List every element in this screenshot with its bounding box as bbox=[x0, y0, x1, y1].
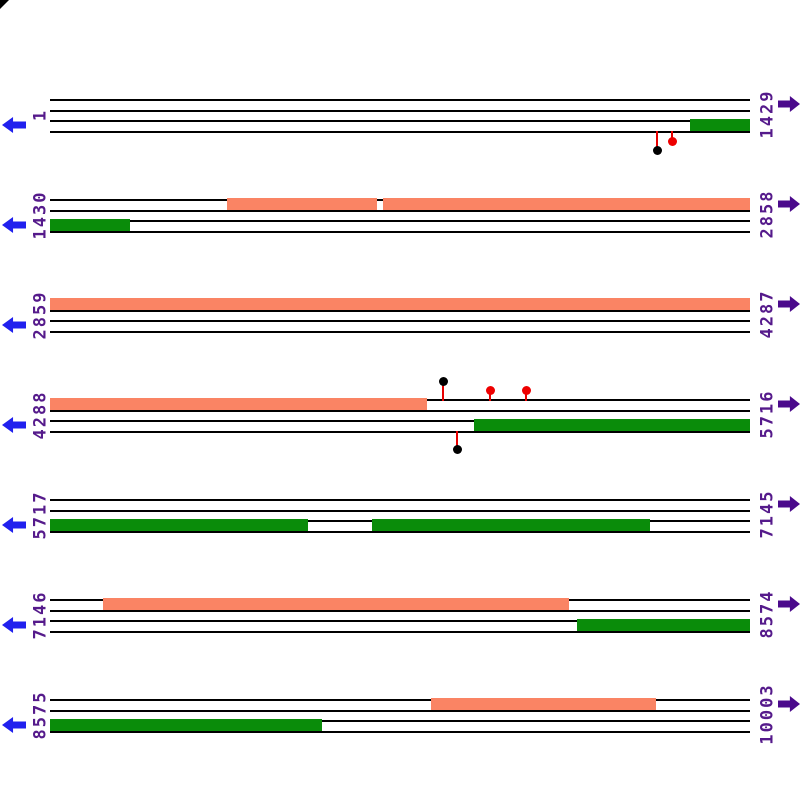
track-line bbox=[50, 230, 750, 233]
track-line bbox=[50, 109, 750, 112]
track-line bbox=[50, 409, 750, 412]
marker-stem bbox=[525, 390, 527, 401]
marker-stem bbox=[671, 131, 673, 141]
next-arrow-icon[interactable] bbox=[778, 296, 800, 312]
prev-arrow-icon[interactable] bbox=[2, 117, 26, 133]
next-arrow-icon[interactable] bbox=[778, 696, 800, 712]
next-arrow-icon[interactable] bbox=[778, 96, 800, 112]
track-line bbox=[50, 99, 750, 101]
segment-bar-orange bbox=[227, 198, 377, 210]
row-end-coordinate: 5716 bbox=[757, 389, 778, 439]
track-line bbox=[50, 720, 750, 722]
segment-bar-orange bbox=[50, 398, 427, 410]
marker-stem bbox=[489, 390, 491, 401]
track-line bbox=[50, 609, 750, 612]
track-line bbox=[50, 220, 750, 222]
row-start-coordinate: 2859 bbox=[30, 290, 51, 340]
row-end-coordinate: 2858 bbox=[757, 189, 778, 239]
marker-stem bbox=[456, 431, 458, 449]
track-line bbox=[50, 630, 750, 633]
marker-dot-black bbox=[452, 444, 462, 454]
segment-bar-orange bbox=[431, 698, 656, 710]
row-end-coordinate: 10003 bbox=[757, 683, 778, 745]
marker-dot-black bbox=[652, 145, 662, 155]
next-arrow-icon[interactable] bbox=[778, 496, 800, 512]
segment-bar-green bbox=[577, 619, 750, 631]
segment-bar-green bbox=[50, 219, 130, 231]
marker-stem bbox=[442, 381, 444, 401]
segment-bar-green bbox=[690, 119, 750, 131]
prev-arrow-icon[interactable] bbox=[2, 517, 26, 533]
row-start-coordinate: 1 bbox=[30, 108, 51, 122]
row-start-coordinate: 7146 bbox=[30, 590, 51, 640]
row-end-coordinate: 1429 bbox=[757, 89, 778, 139]
track-line bbox=[50, 620, 750, 622]
row-end-coordinate: 7145 bbox=[757, 489, 778, 539]
row-start-coordinate: 5717 bbox=[30, 490, 51, 540]
prev-arrow-icon[interactable] bbox=[2, 717, 26, 733]
next-arrow-icon[interactable] bbox=[778, 596, 800, 612]
track-line bbox=[50, 330, 750, 333]
row-end-coordinate: 4287 bbox=[757, 289, 778, 339]
track-line bbox=[50, 509, 750, 512]
next-arrow-icon[interactable] bbox=[778, 396, 800, 412]
prev-arrow-icon[interactable] bbox=[2, 617, 26, 633]
track-line bbox=[50, 530, 750, 533]
segment-bar-green bbox=[50, 519, 308, 531]
segment-bar-orange bbox=[383, 198, 750, 210]
corner-artifact bbox=[0, 0, 9, 9]
track-line bbox=[50, 430, 750, 433]
segment-bar-orange bbox=[50, 298, 750, 310]
track-line bbox=[50, 130, 750, 133]
track-line bbox=[50, 420, 750, 422]
track-line bbox=[50, 209, 750, 212]
marker-dot-red bbox=[485, 385, 495, 395]
track-line bbox=[50, 499, 750, 501]
marker-stem bbox=[656, 131, 658, 150]
prev-arrow-icon[interactable] bbox=[2, 417, 26, 433]
track-line bbox=[50, 309, 750, 312]
prev-arrow-icon[interactable] bbox=[2, 317, 26, 333]
track-line bbox=[50, 709, 750, 712]
row-start-coordinate: 4288 bbox=[30, 390, 51, 440]
track-line bbox=[50, 320, 750, 322]
track-line bbox=[50, 699, 750, 701]
segment-bar-orange bbox=[103, 598, 569, 610]
marker-dot-red bbox=[667, 136, 677, 146]
row-end-coordinate: 8574 bbox=[757, 589, 778, 639]
marker-dot-black bbox=[438, 376, 448, 386]
next-arrow-icon[interactable] bbox=[778, 196, 800, 212]
segment-bar-green bbox=[50, 719, 322, 731]
segment-bar-green bbox=[474, 419, 750, 431]
row-start-coordinate: 1430 bbox=[30, 190, 51, 240]
segment-bar-green bbox=[372, 519, 650, 531]
track-line bbox=[50, 730, 750, 733]
marker-dot-red bbox=[521, 385, 531, 395]
row-start-coordinate: 8575 bbox=[30, 690, 51, 740]
track-line bbox=[50, 120, 750, 122]
prev-arrow-icon[interactable] bbox=[2, 217, 26, 233]
